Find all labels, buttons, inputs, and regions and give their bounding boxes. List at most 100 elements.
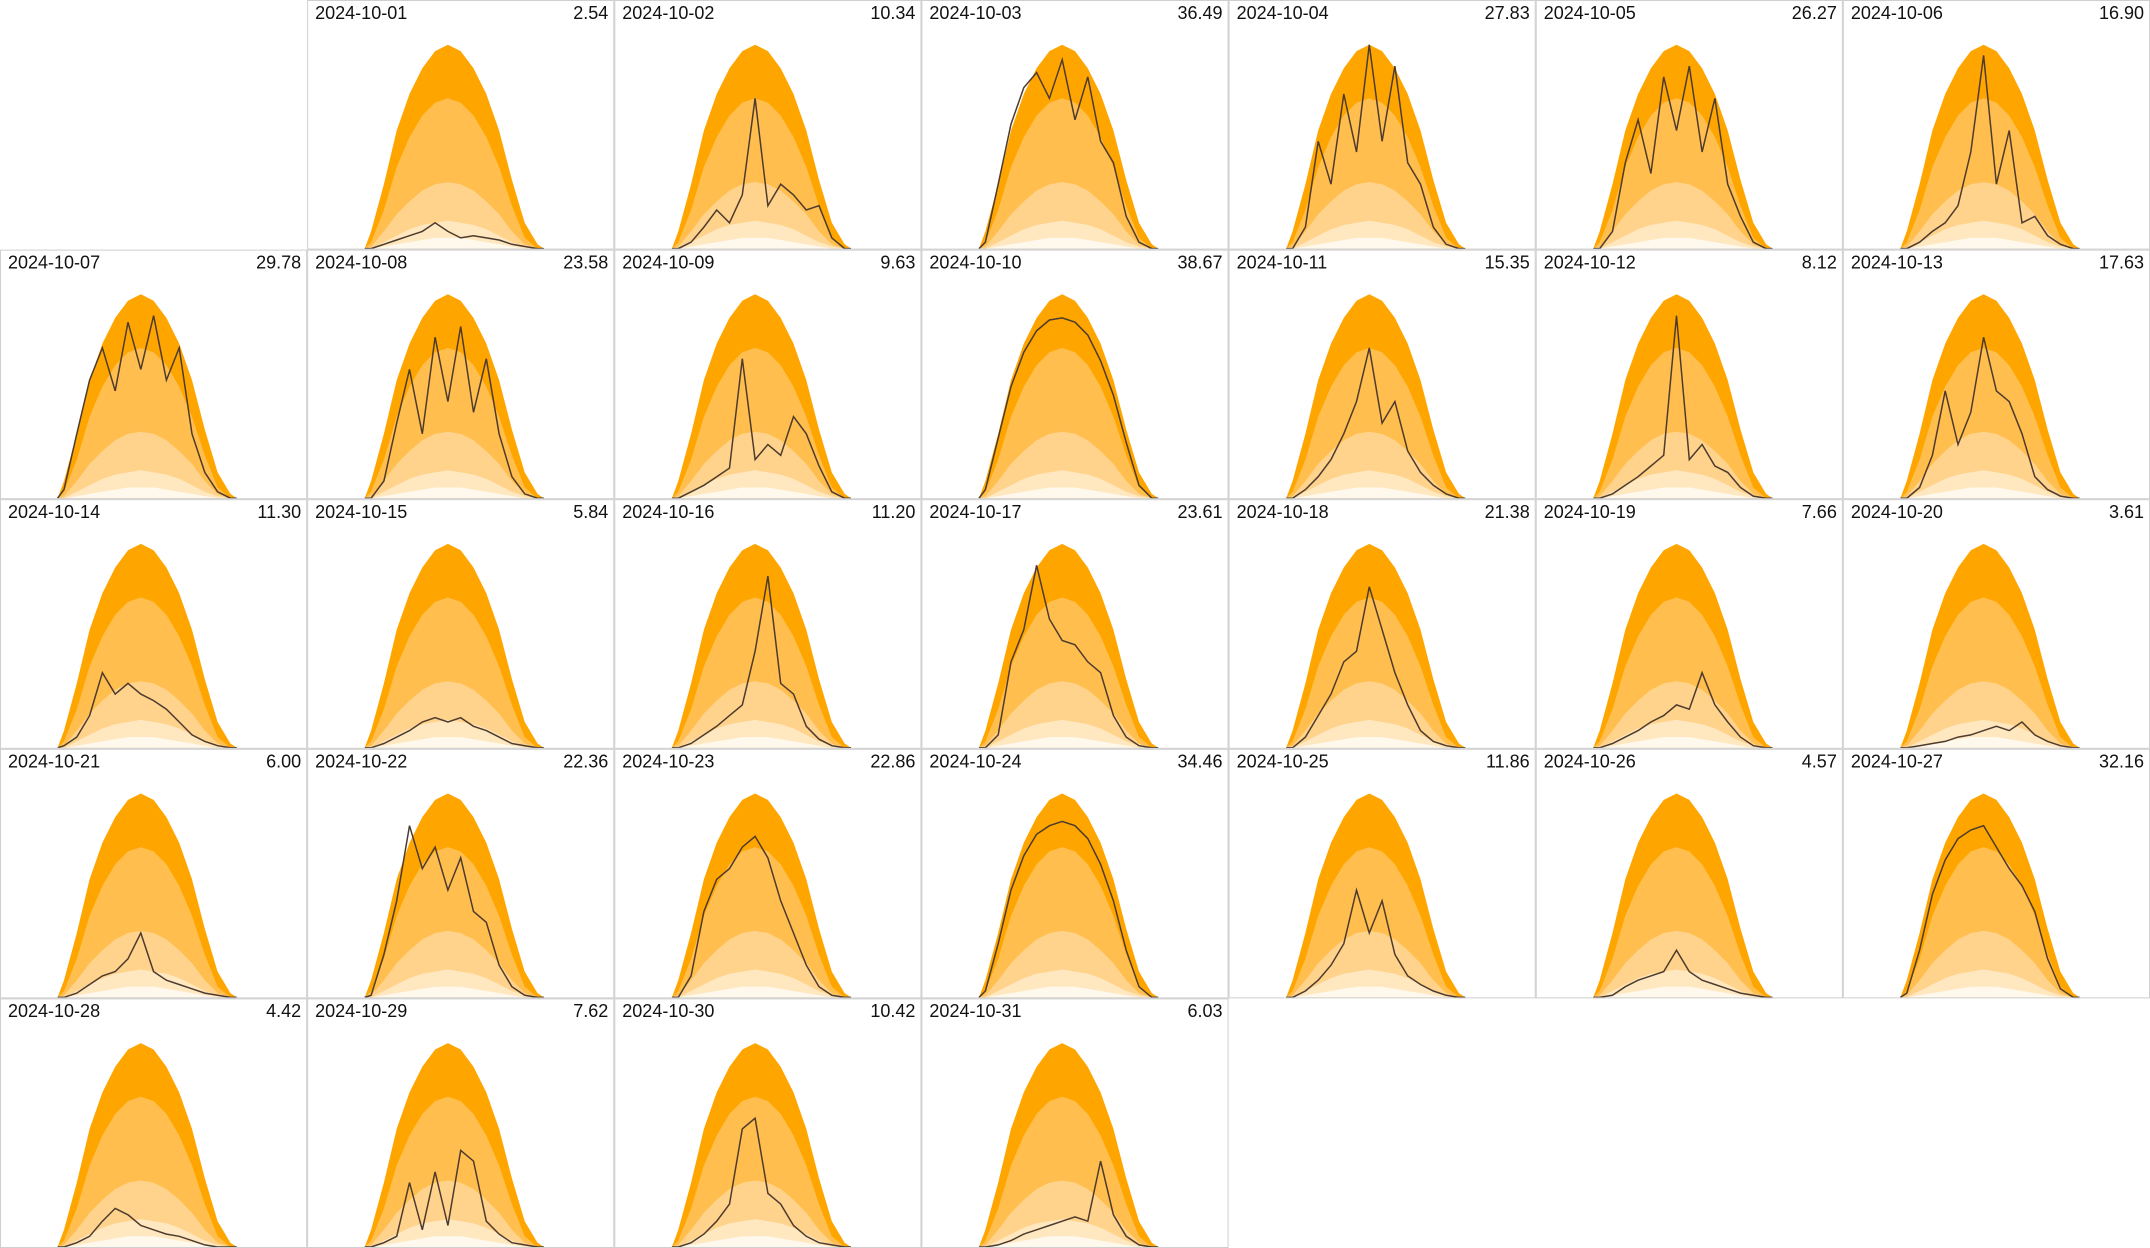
cell-border: [1535, 249, 1843, 500]
day-total: 7.66: [1802, 502, 1837, 522]
production-line: [1593, 670, 1773, 749]
day-total: 11.20: [872, 502, 916, 522]
envelope-band: [979, 1219, 1159, 1247]
envelope-band: [364, 986, 544, 998]
day-cell: 2024-10-28 4.42: [0, 998, 308, 1248]
cell-border: [921, 499, 1229, 749]
day-date: 2024-10-07: [8, 252, 100, 272]
production-line: [1593, 948, 1773, 999]
envelope-band: [671, 737, 851, 748]
day-cell: 2024-10-24 34.46: [921, 748, 1229, 999]
day-cell: 2024-10-10 38.67: [921, 249, 1229, 500]
day-total: 22.36: [563, 752, 608, 772]
day-cell: 2024-10-16 11.20: [614, 499, 922, 749]
day-date: 2024-10-02: [622, 3, 714, 23]
day-total: 36.49: [1178, 3, 1223, 23]
day-cell: 2024-10-15 5.84: [307, 499, 615, 749]
production-line: [1593, 65, 1773, 250]
day-total: 22.86: [870, 752, 915, 772]
envelope-band: [1900, 220, 2080, 249]
day-cell: 2024-10-09 9.63: [614, 249, 922, 500]
day-total: 11.30: [257, 502, 301, 522]
cell-border: [0, 748, 308, 999]
day-total: 10.42: [870, 1001, 915, 1021]
production-line: [364, 221, 544, 250]
production-line: [1593, 315, 1773, 499]
day-date: 2024-10-30: [622, 1001, 714, 1021]
envelope-band: [1286, 719, 1466, 748]
envelope-band: [1593, 220, 1773, 249]
production-line: [671, 835, 851, 999]
envelope-band: [57, 719, 237, 748]
envelope-band: [1900, 470, 2080, 499]
envelope-band: [57, 737, 237, 748]
envelope-band: [57, 1236, 237, 1247]
cell-border: [614, 0, 922, 250]
day-total: 34.46: [1178, 752, 1223, 772]
envelope-band: [57, 470, 237, 499]
day-date: 2024-10-27: [1851, 752, 1943, 772]
production-line: [671, 358, 851, 499]
day-date: 2024-10-26: [1544, 752, 1636, 772]
day-date: 2024-10-08: [315, 252, 407, 272]
day-cell: 2024-10-31 6.03: [921, 998, 1229, 1248]
envelope-band: [979, 969, 1159, 998]
day-cell: 2024-10-04 27.83: [1228, 0, 1536, 250]
cell-border: [1228, 499, 1536, 749]
cell-border: [307, 499, 615, 749]
day-date: 2024-10-14: [8, 502, 100, 522]
production-line: [57, 670, 237, 749]
envelope-band: [1593, 719, 1773, 748]
envelope-band: [1286, 969, 1466, 998]
day-cell: 2024-10-25 11.86: [1228, 748, 1536, 999]
production-line: [1900, 337, 2080, 499]
envelope-band: [671, 220, 851, 249]
day-total: 17.63: [2099, 252, 2144, 272]
envelope-band: [671, 1219, 851, 1247]
envelope-band: [979, 487, 1159, 499]
day-total: 6.03: [1188, 1001, 1223, 1021]
production-line: [979, 565, 1159, 749]
envelope-band: [979, 470, 1159, 499]
cell-border: [1228, 249, 1536, 500]
day-cell: 2024-10-07 29.78: [0, 249, 308, 500]
day-date: 2024-10-09: [622, 252, 714, 272]
envelope-band: [671, 969, 851, 998]
day-total: 10.34: [870, 3, 915, 23]
day-date: 2024-10-21: [8, 752, 100, 772]
day-cell: 2024-10-01 2.54: [307, 0, 615, 250]
production-line: [364, 716, 544, 749]
day-date: 2024-10-15: [315, 502, 407, 522]
day-date: 2024-10-31: [929, 1001, 1021, 1021]
cell-border: [307, 249, 615, 500]
day-total: 32.16: [2099, 752, 2144, 772]
day-total: 23.61: [1178, 502, 1223, 522]
cell-border: [1228, 0, 1536, 250]
envelope-band: [979, 719, 1159, 748]
production-line: [56, 315, 237, 499]
day-total: 4.57: [1802, 752, 1837, 772]
day-cell: 2024-10-29 7.62: [307, 998, 615, 1248]
day-cell: 2024-10-14 11.30: [0, 499, 308, 749]
envelope-band: [1286, 237, 1466, 249]
day-cell: 2024-10-12 8.12: [1535, 249, 1843, 500]
day-date: 2024-10-01: [315, 3, 407, 23]
production-line: [1286, 44, 1466, 250]
day-cell: 2024-10-20 3.61: [1842, 499, 2150, 749]
envelope-band: [1286, 470, 1466, 499]
envelope-band: [1593, 487, 1773, 499]
day-date: 2024-10-18: [1237, 502, 1329, 522]
production-line: [1286, 586, 1466, 749]
envelope-band: [1900, 237, 2080, 249]
cell-border: [0, 249, 308, 500]
day-total: 8.12: [1802, 252, 1837, 272]
envelope-band: [979, 1236, 1159, 1247]
day-total: 6.00: [266, 752, 301, 772]
day-date: 2024-10-10: [929, 252, 1021, 272]
envelope-band: [364, 1236, 544, 1247]
day-total: 16.90: [2099, 3, 2144, 23]
cell-border: [1228, 748, 1536, 999]
envelope-band: [671, 237, 851, 249]
day-cell: 2024-10-23 22.86: [614, 748, 922, 999]
